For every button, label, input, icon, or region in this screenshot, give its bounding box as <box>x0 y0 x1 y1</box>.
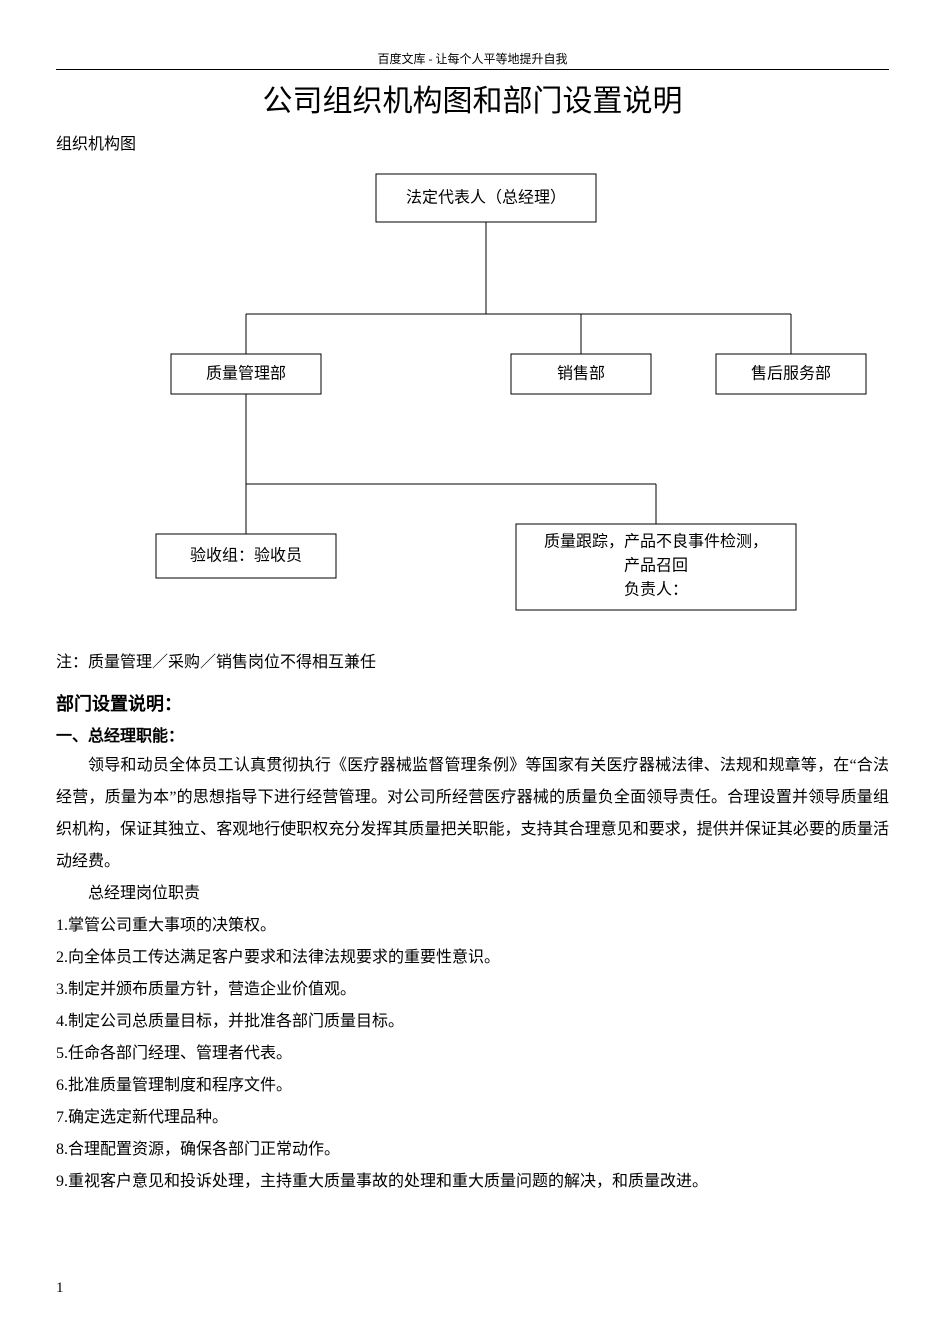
svg-text:验收组：验收员: 验收组：验收员 <box>190 547 302 565</box>
org-chart: 法定代表人（总经理） 质量管理部 销售部 售后服务部验收组：验收员 质量跟踪，产品不良事… <box>56 164 889 634</box>
svg-text:质量管理部: 质量管理部 <box>206 365 286 383</box>
list-item: 9.重视客户意见和投诉处理，主持重大质量事故的处理和重大质量问题的解决，和质量改… <box>56 1166 889 1198</box>
s1-heading: 一、总经理职能： <box>56 722 889 746</box>
s1-subheading: 总经理岗位职责 <box>56 878 889 910</box>
header-small-text: 百度文库 - 让每个人平等地提升自我 <box>56 50 889 67</box>
page-title: 公司组织机构图和部门设置说明 <box>56 76 889 120</box>
list-item: 6.批准质量管理制度和程序文件。 <box>56 1070 889 1102</box>
s1-list: 1.掌管公司重大事项的决策权。2.向全体员工传达满足客户要求和法律法规要求的重要… <box>56 910 889 1198</box>
section-heading: 部门设置说明： <box>56 690 889 716</box>
svg-text:售后服务部: 售后服务部 <box>751 365 831 383</box>
header-rule <box>56 69 889 70</box>
list-item: 3.制定并颁布质量方针，营造企业价值观。 <box>56 974 889 1006</box>
list-item: 1.掌管公司重大事项的决策权。 <box>56 910 889 942</box>
svg-text:销售部: 销售部 <box>557 365 605 383</box>
svg-text:产品召回: 产品召回 <box>624 557 688 575</box>
svg-text:负责人：: 负责人： <box>624 581 688 599</box>
s1-paragraph: 领导和动员全体员工认真贯彻执行《医疗器械监督管理条例》等国家有关医疗器械法律、法… <box>56 750 889 878</box>
org-chart-label: 组织机构图 <box>56 130 889 154</box>
page: 百度文库 - 让每个人平等地提升自我 公司组织机构图和部门设置说明 组织机构图 … <box>0 0 945 1337</box>
list-item: 2.向全体员工传达满足客户要求和法律法规要求的重要性意识。 <box>56 942 889 974</box>
list-item: 7.确定选定新代理品种。 <box>56 1102 889 1134</box>
list-item: 8.合理配置资源，确保各部门正常动作。 <box>56 1134 889 1166</box>
page-number: 1 <box>56 1280 64 1297</box>
svg-text:质量跟踪，产品不良事件检测，: 质量跟踪，产品不良事件检测， <box>544 533 768 551</box>
svg-text:法定代表人（总经理）: 法定代表人（总经理） <box>406 189 566 207</box>
list-item: 5.任命各部门经理、管理者代表。 <box>56 1038 889 1070</box>
note-text: 注：质量管理／采购／销售岗位不得相互兼任 <box>56 648 889 672</box>
list-item: 4.制定公司总质量目标，并批准各部门质量目标。 <box>56 1006 889 1038</box>
